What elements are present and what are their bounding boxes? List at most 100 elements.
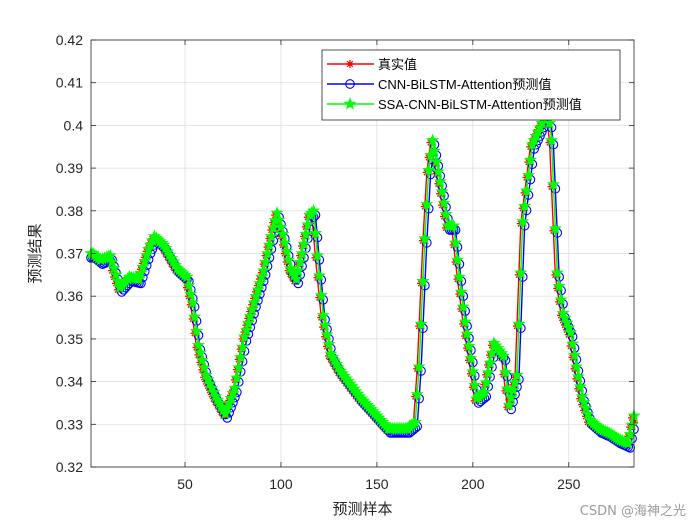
series-2-point xyxy=(259,255,273,268)
series-2-point xyxy=(188,309,202,323)
y-tick-label: 0.37 xyxy=(56,246,83,262)
series-2-point xyxy=(418,231,432,245)
y-tick-label: 0.35 xyxy=(56,331,83,347)
series-2-point xyxy=(439,207,453,220)
watermark: CSDN @海神之光 xyxy=(579,504,686,519)
series-2-point xyxy=(316,308,330,321)
series-2-point xyxy=(577,395,591,408)
series-2-point xyxy=(264,229,278,242)
series-2-point xyxy=(182,278,196,292)
series-2-point xyxy=(193,345,207,359)
series-2-point xyxy=(184,287,198,300)
x-tick-label: 100 xyxy=(269,476,293,492)
series-2-point xyxy=(230,370,244,384)
series-2-point xyxy=(249,289,263,302)
series-2-point xyxy=(483,355,497,369)
legend-label-1: CNN-BiLSTM-Attention预测值 xyxy=(378,77,551,92)
series-2-point xyxy=(567,348,582,361)
series-2-point xyxy=(543,116,557,129)
series-2-point xyxy=(458,314,472,328)
y-tick-label: 0.36 xyxy=(56,288,83,304)
series-2-point xyxy=(262,238,276,251)
series-2-point xyxy=(247,295,261,309)
series-2-point xyxy=(429,154,443,168)
series-2-point xyxy=(581,407,595,420)
series-2-point xyxy=(579,401,593,414)
series-2-point xyxy=(431,164,445,178)
series-2-point xyxy=(410,387,424,400)
series-2-point xyxy=(282,253,296,266)
series-2-point xyxy=(291,263,305,277)
series-2-point xyxy=(241,316,255,329)
series-2-point xyxy=(508,375,522,389)
series-2-point xyxy=(621,436,635,450)
series-2-point xyxy=(232,360,246,374)
y-tick-label: 0.32 xyxy=(56,459,83,475)
series-2-point xyxy=(575,389,589,403)
series-2-point xyxy=(105,255,119,268)
series-2-point xyxy=(289,272,303,285)
series-2-point xyxy=(234,350,248,363)
axis-ticks: 50 100 150 200 250 0.32 0.33 0.34 0.35 0.36 0.37 0.… xyxy=(56,32,634,492)
series-2-point xyxy=(544,133,559,146)
legend-marker-0 xyxy=(346,60,354,68)
series-2-point xyxy=(308,226,323,239)
series-2 xyxy=(84,99,641,450)
series-2-point xyxy=(512,317,526,330)
legend-label-0: 真实值 xyxy=(378,57,417,72)
series-2-point xyxy=(521,168,536,181)
series-2-point xyxy=(197,360,211,374)
y-tick-label: 0.41 xyxy=(56,75,83,91)
series-2-point xyxy=(253,276,267,289)
series-2-point xyxy=(518,199,532,212)
y-tick-label: 0.42 xyxy=(56,32,83,48)
series-2-point xyxy=(447,218,461,232)
legend-marker-1 xyxy=(345,79,355,89)
series-2-point xyxy=(191,338,205,351)
series-2-point xyxy=(293,255,307,268)
series-2-point xyxy=(554,292,568,306)
series-2-point xyxy=(251,282,265,296)
series-2-point xyxy=(255,270,269,283)
series-2-point xyxy=(550,265,564,279)
series-2-point xyxy=(103,248,117,262)
series-2-point xyxy=(427,144,441,157)
series-2-point xyxy=(498,365,512,378)
series-2-point xyxy=(479,375,493,389)
series-2-point xyxy=(412,359,426,373)
series-2-point xyxy=(468,378,482,391)
series-2-point xyxy=(310,248,324,262)
series-2-point xyxy=(257,263,271,277)
series-2-point xyxy=(180,270,194,283)
series-2-point xyxy=(260,246,275,260)
series-2-point xyxy=(274,220,288,233)
series-2-point xyxy=(460,327,474,340)
series-2-point xyxy=(514,265,528,279)
series-2-point xyxy=(437,196,451,209)
series-2-point xyxy=(496,349,511,362)
series-2-point xyxy=(416,274,430,287)
series-2-point xyxy=(466,364,480,378)
series-2-point xyxy=(566,337,580,350)
series-2-point xyxy=(270,206,284,219)
series-2-point xyxy=(449,235,463,249)
series-2-point xyxy=(301,217,315,231)
series-2-point xyxy=(546,177,560,191)
series-2-point xyxy=(552,279,566,292)
series-2-point xyxy=(280,244,294,257)
series-2-point xyxy=(504,390,518,404)
series-2-point xyxy=(245,302,259,315)
y-tick-label: 0.38 xyxy=(56,203,83,219)
series-2-point xyxy=(318,318,332,331)
series-2-point xyxy=(452,270,466,283)
series-2-point xyxy=(408,415,422,428)
y-tick-label: 0.34 xyxy=(56,374,83,390)
series-2-point xyxy=(314,288,328,302)
series-2-point xyxy=(307,203,321,217)
y-tick-label: 0.4 xyxy=(64,117,84,133)
series-2-point xyxy=(299,227,313,240)
series-2-point xyxy=(276,227,290,240)
series-2-point xyxy=(236,340,250,353)
x-tick-label: 50 xyxy=(177,476,193,492)
